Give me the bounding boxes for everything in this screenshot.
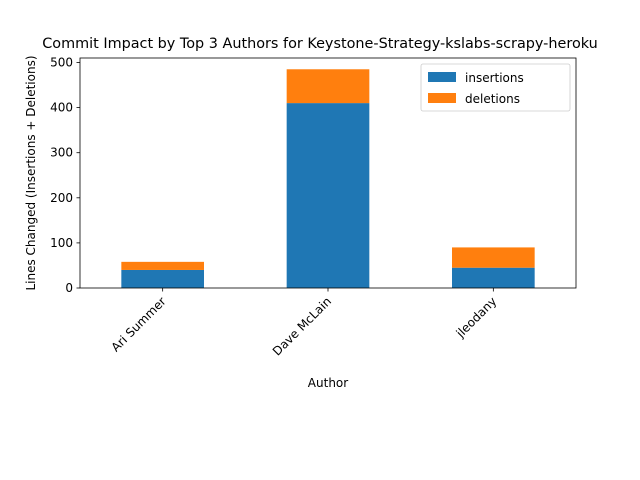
y-axis-ticks: 0 100 200 300 400 500	[50, 56, 80, 295]
y-axis-label: Lines Changed (Insertions + Deletions)	[24, 55, 38, 290]
legend-swatch-deletions	[428, 93, 456, 103]
bar-insertions-0	[121, 269, 204, 288]
legend-label-insertions: insertions	[465, 71, 524, 85]
legend: insertions deletions	[420, 63, 571, 112]
legend-label-deletions: deletions	[465, 92, 520, 106]
legend-frame	[420, 63, 571, 112]
y-tick-label: 400	[50, 101, 73, 115]
y-tick-label: 500	[50, 56, 73, 70]
y-tick-label: 200	[50, 191, 73, 205]
bar-insertions-1	[286, 103, 370, 288]
y-tick-label: 0	[65, 281, 73, 295]
bar-deletions-2	[452, 247, 535, 268]
bar-deletions-0	[121, 261, 204, 270]
y-tick-label: 300	[50, 146, 73, 160]
legend-swatch-insertions	[428, 72, 456, 82]
x-axis-label: Author	[308, 376, 348, 390]
bar-insertions-2	[452, 267, 535, 288]
chart-title: Commit Impact by Top 3 Authors for Keyst…	[42, 36, 598, 52]
bar-deletions-1	[286, 69, 370, 104]
y-tick-label: 100	[50, 236, 73, 250]
bars-group	[121, 69, 535, 288]
